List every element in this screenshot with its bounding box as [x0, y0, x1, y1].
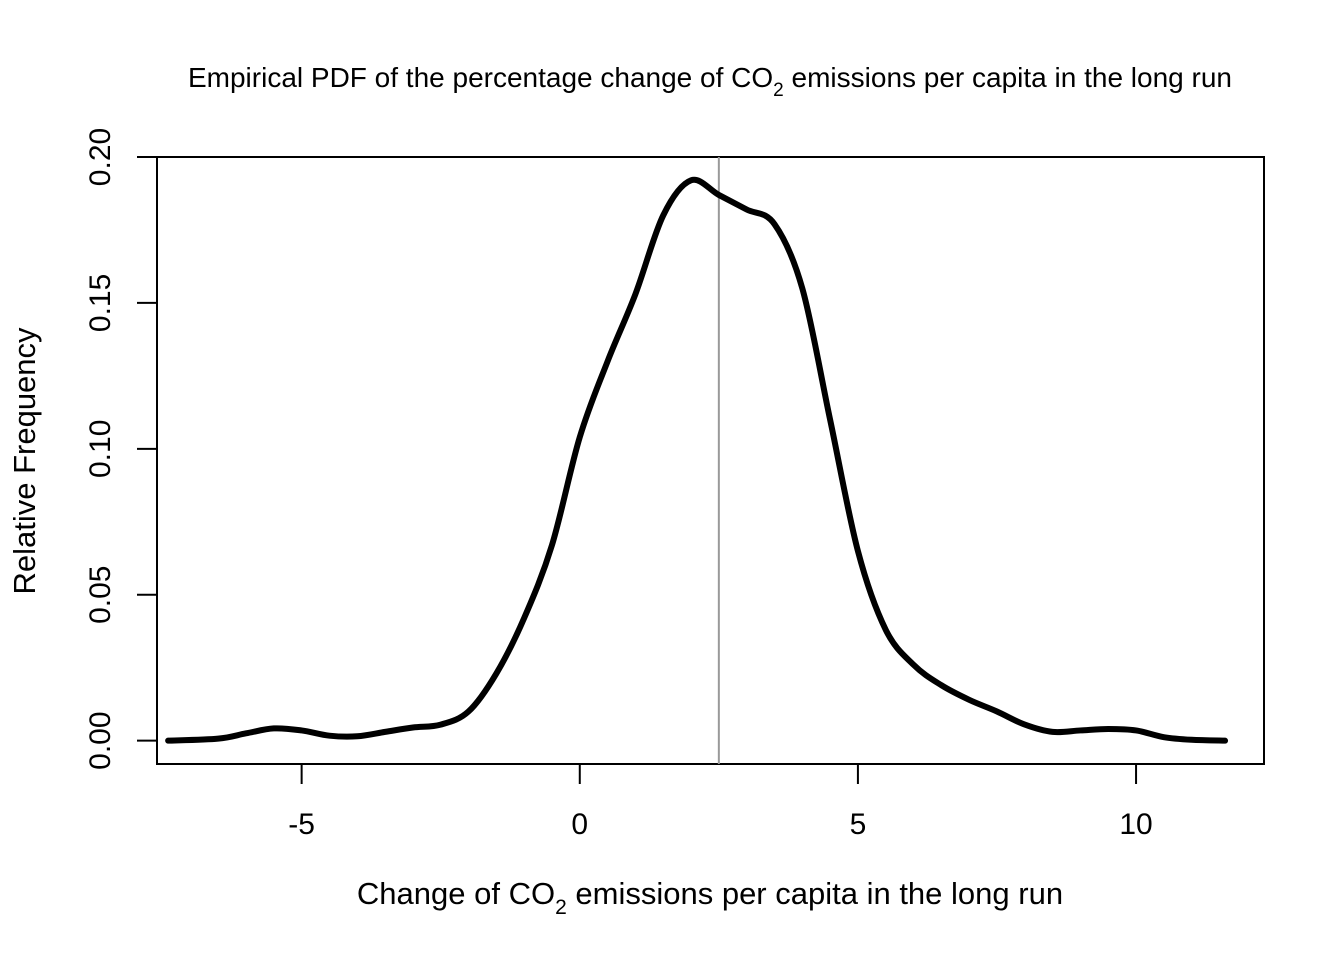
x-tick-label: -5 — [288, 808, 315, 841]
x-tick-label: 10 — [1119, 808, 1152, 841]
x-axis: -5 0 5 10 — [288, 763, 1153, 841]
y-axis: 0.00 0.05 0.10 0.15 0.20 — [84, 128, 158, 770]
density-line — [165, 176, 1229, 744]
y-tick-label: 0.05 — [84, 566, 117, 624]
y-tick-label: 0.10 — [84, 420, 117, 478]
x-tick-label: 5 — [850, 808, 867, 841]
x-tick-label: 0 — [571, 808, 588, 841]
x-axis-label: Change of CO2 emissions per capita in th… — [357, 876, 1063, 919]
y-tick-label: 0.20 — [84, 128, 117, 186]
y-tick-label: 0.15 — [84, 274, 117, 332]
y-tick-label: 0.00 — [84, 711, 117, 769]
chart-title: Empirical PDF of the percentage change o… — [188, 62, 1232, 101]
y-axis-label: Relative Frequency — [7, 327, 42, 595]
plot-frame — [156, 156, 1265, 765]
